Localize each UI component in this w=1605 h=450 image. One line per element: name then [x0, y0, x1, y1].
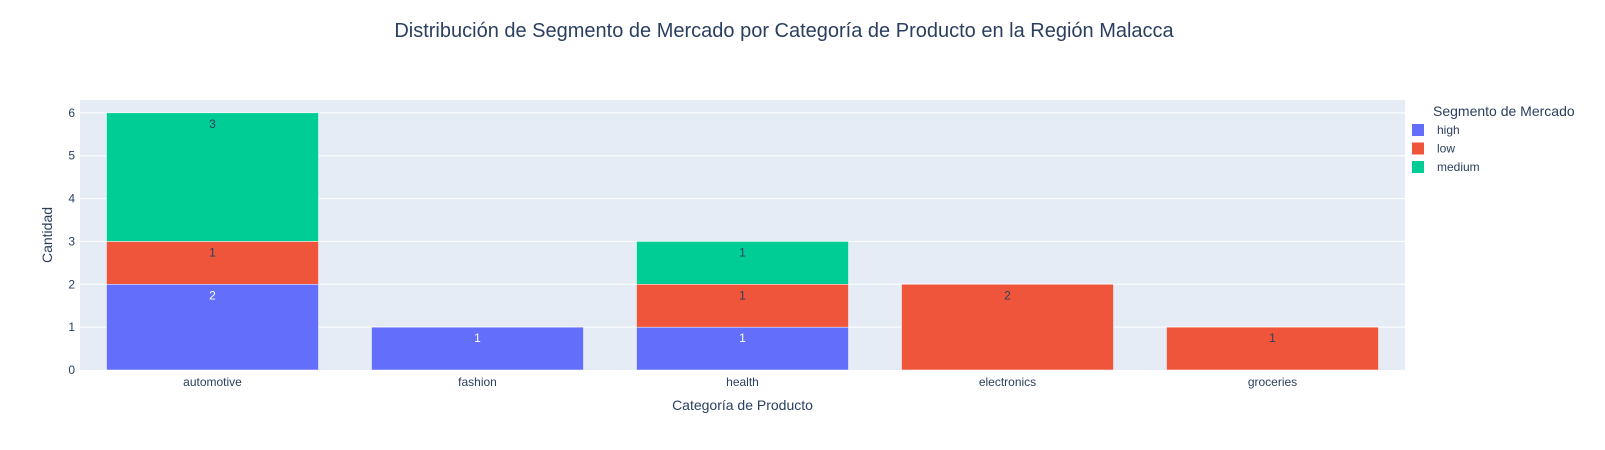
- bar-low: [636, 284, 849, 328]
- y-tick-label: 2: [68, 277, 75, 291]
- y-tick-label: 3: [68, 234, 75, 248]
- y-tick-label: 4: [68, 192, 75, 206]
- y-tick-label: 6: [68, 106, 75, 120]
- bar-value-label: 2: [209, 288, 216, 302]
- x-tick-label: automotive: [183, 375, 242, 389]
- y-tick-label: 1: [68, 320, 75, 334]
- bar-medium: [636, 241, 849, 285]
- bar-low: [901, 284, 1114, 371]
- legend-swatch-low[interactable]: [1412, 142, 1424, 155]
- bar-high: [106, 284, 319, 371]
- chart-title: Distribución de Segmento de Mercado por …: [394, 20, 1174, 42]
- legend-label-medium[interactable]: medium: [1437, 160, 1480, 174]
- legend-label-high[interactable]: high: [1437, 123, 1460, 137]
- bar-low: [1166, 326, 1379, 371]
- bar-low: [106, 241, 319, 285]
- legend-swatch-high[interactable]: [1412, 124, 1424, 136]
- legend-label-low[interactable]: low: [1437, 142, 1455, 156]
- legend: Segmento de Mercado high low medium: [1412, 103, 1575, 174]
- bar-medium: [106, 112, 319, 242]
- y-axis-ticks: 0 1 2 3 4 5 6: [68, 106, 75, 377]
- bar-value-label: 1: [739, 245, 746, 259]
- bar-high: [636, 326, 849, 371]
- bar-value-label: 2: [1004, 288, 1011, 302]
- x-tick-label: fashion: [458, 375, 497, 389]
- bar-value-label: 3: [209, 117, 216, 131]
- bar-value-label: 1: [739, 288, 746, 302]
- y-tick-label: 5: [68, 149, 75, 163]
- legend-swatch-medium[interactable]: [1412, 161, 1424, 173]
- y-tick-label: 0: [68, 363, 75, 377]
- bars: [106, 112, 1379, 371]
- x-tick-label: health: [726, 375, 759, 389]
- bar-value-label: 1: [1269, 331, 1276, 345]
- x-tick-label: groceries: [1248, 375, 1297, 389]
- bar-value-label: 1: [739, 331, 746, 345]
- x-axis-ticks: automotive fashion health electronics grocer…: [183, 375, 1297, 389]
- x-tick-label: electronics: [979, 375, 1036, 389]
- bar-labels: 2 1 1 1 1 2 1 3 1: [209, 117, 1276, 345]
- legend-title: Segmento de Mercado: [1433, 103, 1575, 119]
- x-axis-title: Categoría de Producto: [672, 397, 813, 413]
- y-axis-title: Cantidad: [39, 207, 55, 263]
- bar-value-label: 1: [474, 331, 481, 345]
- bar-high: [371, 326, 584, 371]
- bar-value-label: 1: [209, 245, 216, 259]
